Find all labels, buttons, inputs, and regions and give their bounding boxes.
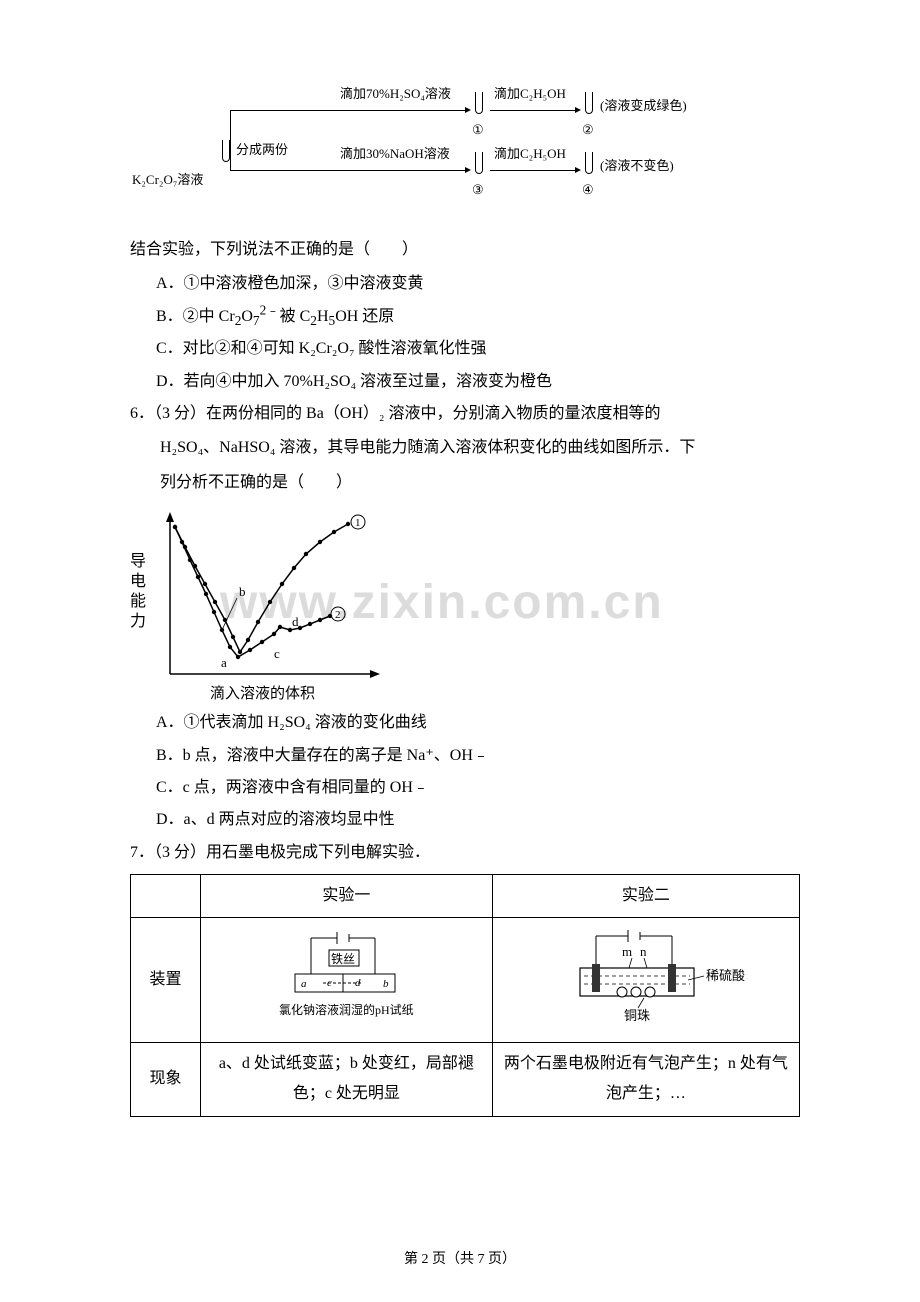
- bot-step2: 滴加C₂H₅OH: [494, 142, 566, 167]
- svg-text:铁丝: 铁丝: [331, 952, 355, 966]
- table-row: 实验一 实验二: [131, 875, 800, 918]
- q6-D: D．a、d 两点对应的溶液均显中性: [130, 805, 800, 835]
- top-step2: 滴加C₂H₅OH: [494, 82, 566, 107]
- svg-text:d: d: [292, 614, 299, 629]
- q5-B: B．②中 Cr2O72﹣被 C2H5OH 还原: [130, 302, 800, 332]
- table-row: 现象 a、d 处试纸变蓝；b 处变红，局部褪色；c 处无明显 两个石墨电极附近有…: [131, 1042, 800, 1116]
- page: K₂Cr₂O₇溶液 分成两份 滴加70%H₂SO₄溶液 ① 滴加C₂H₅OH ②…: [0, 0, 920, 1302]
- svg-text:1: 1: [355, 517, 361, 529]
- flowchart-diagram: K₂Cr₂O₇溶液 分成两份 滴加70%H₂SO₄溶液 ① 滴加C₂H₅OH ②…: [240, 70, 740, 225]
- bot-result: (溶液不变色): [600, 154, 674, 179]
- q6-C: C．c 点，两溶液中含有相同量的 OH﹣: [130, 773, 800, 803]
- circ4: ④: [582, 178, 594, 203]
- top-step1: 滴加70%H₂SO₄溶液: [340, 82, 451, 107]
- svg-text:c: c: [274, 646, 280, 661]
- start-label: K₂Cr₂O₇溶液: [132, 168, 203, 193]
- svg-text:a: a: [301, 978, 307, 990]
- q5-C: C．对比②和④可知 K₂Cr₂O₇ 酸性溶液氧化性强: [130, 334, 800, 364]
- q6-line3: 列分析不正确的是（ ）: [130, 468, 800, 498]
- phenom1: a、d 处试纸变蓝；b 处变红，局部褪色；c 处无明显: [201, 1042, 493, 1116]
- page-footer: 第 2 页（共 7 页）: [0, 1248, 920, 1268]
- xlabel: 滴入溶液的体积: [210, 680, 315, 709]
- row-device-label: 装置: [131, 918, 201, 1042]
- split-label: 分成两份: [236, 138, 288, 163]
- row-phenom-label: 现象: [131, 1042, 201, 1116]
- content: K₂Cr₂O₇溶液 分成两份 滴加70%H₂SO₄溶液 ① 滴加C₂H₅OH ②…: [130, 70, 800, 1117]
- phenom2: 两个石墨电极附近有气泡产生；n 处有气泡产生；…: [492, 1042, 799, 1116]
- q5-stem: 结合实验，下列说法不正确的是（ ）: [130, 235, 800, 265]
- svg-text:b: b: [239, 584, 246, 599]
- svg-text:2: 2: [335, 609, 341, 621]
- apparatus1-cell: 铁丝 a b c d 氯化钠溶液润湿的pH试纸: [201, 918, 493, 1042]
- experiment-table: 实验一 实验二 装置 铁丝: [130, 874, 800, 1117]
- page-number: 第 2 页（共 7 页）: [404, 1252, 516, 1267]
- bot-step1: 滴加30%NaOH溶液: [340, 142, 450, 167]
- table-row: 装置 铁丝: [131, 918, 800, 1042]
- q6-A: A．①代表滴加 H₂SO₄ 溶液的变化曲线: [130, 708, 800, 738]
- q6-line1: 6．（3 分）在两份相同的 Ba（OH）₂ 溶液中，分别滴入物质的量浓度相等的: [130, 399, 800, 429]
- th-exp1: 实验一: [201, 875, 493, 918]
- q7-line: 7．（3 分）用石墨电极完成下列电解实验．: [130, 838, 800, 868]
- conductivity-graph: 导 电 能 力 abcd12 滴入溶液的体积: [130, 502, 390, 702]
- q6-B: B．b 点，溶液中大量存在的离子是 Na⁺、OH﹣: [130, 741, 800, 771]
- q5-A: A．①中溶液橙色加深，③中溶液变黄: [130, 269, 800, 299]
- circ3: ③: [472, 178, 484, 203]
- apparatus2-cell: m n: [492, 918, 799, 1042]
- svg-text:铜珠: 铜珠: [624, 1008, 650, 1023]
- th-exp2: 实验二: [492, 875, 799, 918]
- svg-text:a: a: [221, 655, 227, 670]
- th-blank: [131, 875, 201, 918]
- svg-text:稀硫酸: 稀硫酸: [706, 968, 745, 983]
- svg-text:m: m: [622, 944, 632, 959]
- graph-svg: a b c d 1 2: [130, 502, 390, 702]
- apparatus1-svg: 铁丝 a b c d 氯化钠溶液润湿的pH试纸: [251, 924, 441, 1024]
- circ2: ②: [582, 118, 594, 143]
- svg-text:氯化钠溶液润湿的pH试纸: 氯化钠溶液润湿的pH试纸: [279, 1002, 414, 1017]
- circ1: ①: [472, 118, 484, 143]
- q6-line2: H₂SO₄、NaHSO₄ 溶液，其导电能力随滴入溶液体积变化的曲线如图所示．下: [130, 433, 800, 463]
- top-result: (溶液变成绿色): [600, 94, 687, 119]
- apparatus2-svg: m n: [536, 924, 756, 1024]
- svg-text:b: b: [383, 978, 389, 990]
- svg-text:n: n: [640, 944, 647, 959]
- q5-D: D．若向④中加入 70%H₂SO₄ 溶液至过量，溶液变为橙色: [130, 367, 800, 397]
